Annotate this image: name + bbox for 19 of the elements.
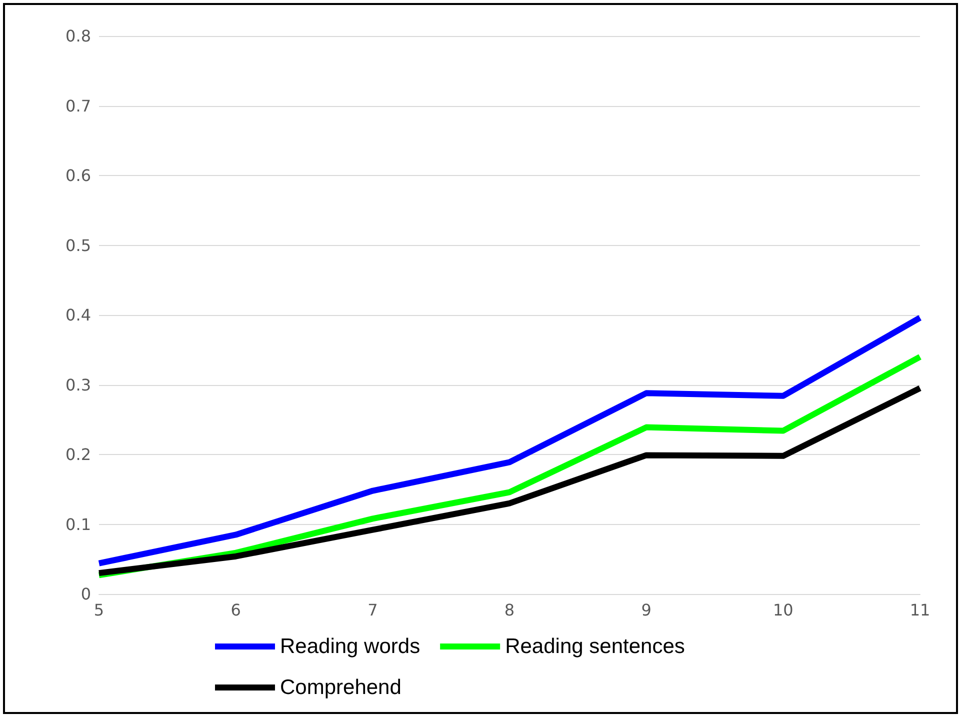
x-tick-label: 5 [94,600,104,620]
legend-label: Reading sentences [505,635,685,658]
x-tick-label: 9 [641,600,652,620]
y-tick-label: 0.1 [66,514,91,534]
y-tick-label: 0.7 [66,96,91,116]
y-tick-label: 0.4 [66,306,91,324]
x-tick-label: 6 [230,600,241,620]
x-tick-label: 11 [910,600,930,620]
y-tick-label: 0 [80,584,91,604]
y-tick-label: 0.5 [66,236,91,255]
legend-label: Reading words [280,635,420,658]
y-tick-label: 0.8 [66,26,91,46]
y-tick-label: 0.3 [66,375,91,394]
legend-label: Comprehend [280,676,402,699]
x-tick-label: 10 [772,600,794,620]
y-tick-label: 0.6 [66,166,91,185]
x-tick-label: 7 [368,600,378,620]
y-tick-label: 0.2 [66,445,91,464]
x-tick-label: 8 [504,600,515,620]
